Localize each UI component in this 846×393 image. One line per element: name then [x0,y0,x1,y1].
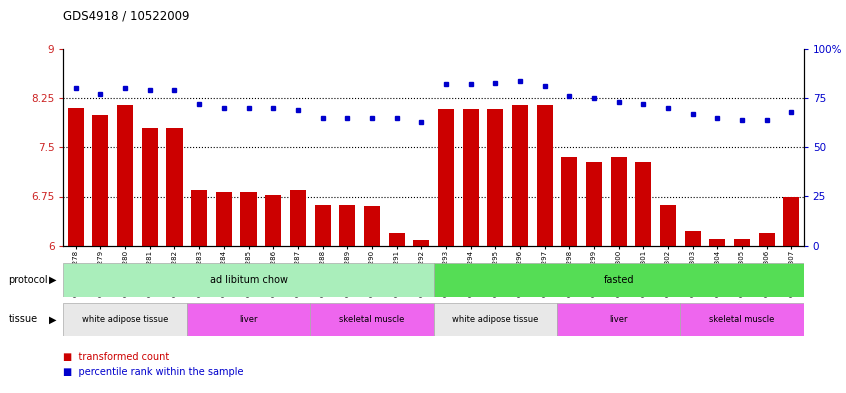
Bar [290,190,306,246]
Bar [142,128,158,246]
Bar [388,233,404,246]
Bar [660,205,676,246]
Bar [63,263,433,297]
Text: skeletal muscle: skeletal muscle [709,315,775,324]
Text: ▶: ▶ [49,275,56,285]
Bar [734,239,750,246]
Text: tissue: tissue [8,314,37,324]
Bar [487,109,503,246]
Bar [684,231,700,246]
Bar [635,162,651,246]
Text: protocol: protocol [8,275,48,285]
Bar [413,241,429,246]
Text: ▶: ▶ [49,314,56,324]
Text: ■  transformed count: ■ transformed count [63,352,170,362]
Bar [310,303,433,336]
Bar [709,239,725,246]
Bar [92,115,108,246]
Text: GDS4918 / 10522009: GDS4918 / 10522009 [63,10,190,23]
Text: ■  percentile rank within the sample: ■ percentile rank within the sample [63,367,244,377]
Bar [611,157,627,246]
Bar [680,303,804,336]
Bar [191,190,207,246]
Bar [557,303,680,336]
Bar [364,206,380,246]
Text: fasted: fasted [603,275,634,285]
Bar [783,196,799,246]
Bar [315,205,331,246]
Bar [167,128,183,246]
Bar [187,303,310,336]
Bar [561,157,577,246]
Bar [759,233,775,246]
Text: white adipose tissue: white adipose tissue [82,315,168,324]
Text: ad libitum chow: ad libitum chow [210,275,288,285]
Bar [586,162,602,246]
Bar [433,263,804,297]
Bar [117,105,133,246]
Text: liver: liver [609,315,628,324]
Text: white adipose tissue: white adipose tissue [452,315,538,324]
Bar [216,192,232,246]
Bar [433,303,557,336]
Bar [240,192,256,246]
Bar [536,105,552,246]
Bar [512,105,528,246]
Text: liver: liver [239,315,258,324]
Bar [339,205,355,246]
Bar [438,109,454,246]
Bar [265,195,281,246]
Bar [63,303,187,336]
Bar [68,108,84,246]
Bar [463,109,479,246]
Text: skeletal muscle: skeletal muscle [339,315,404,324]
